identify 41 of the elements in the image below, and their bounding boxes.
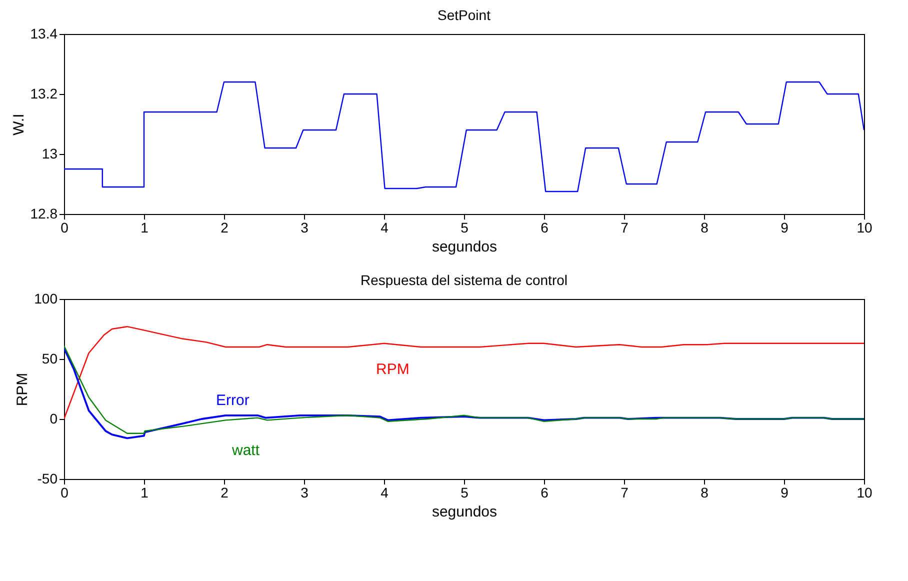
x-tick-label: 7 — [620, 220, 629, 236]
x-tick-label: 4 — [380, 220, 389, 236]
line-series — [64, 326, 864, 420]
x-axis-title: segundos — [432, 504, 498, 520]
x-tick-label: 1 — [140, 220, 149, 236]
x-tick-label: 0 — [60, 220, 69, 236]
y-tick-label: 0 — [50, 410, 58, 426]
x-tick-label: 5 — [460, 220, 469, 236]
series-label: watt — [231, 442, 260, 460]
x-tick-label: 10 — [856, 220, 872, 236]
y-tick-label: 100 — [34, 290, 58, 306]
y-axis-title: W.I — [10, 114, 28, 136]
x-tick-label: 7 — [620, 484, 629, 500]
x-tick-label: 2 — [220, 484, 229, 500]
x-tick-label: 9 — [780, 220, 789, 236]
y-tick-label: 50 — [42, 350, 58, 366]
x-tick-label: 9 — [780, 484, 789, 500]
y-tick-label: 12.8 — [30, 206, 58, 222]
series-label: Error — [216, 392, 250, 409]
y-tick-label: 13 — [42, 146, 58, 162]
x-tick-label: 6 — [540, 484, 549, 500]
x-tick-label: 8 — [700, 220, 709, 236]
x-tick-label: 1 — [140, 484, 149, 500]
series-label: RPM — [376, 361, 410, 378]
y-tick-label: 13.2 — [30, 86, 58, 102]
y-axis-title: RPM — [14, 372, 32, 406]
x-tick-label: 6 — [540, 220, 549, 236]
x-tick-label: 5 — [460, 484, 469, 500]
y-tick-label: 13.4 — [30, 26, 58, 42]
x-tick-label: 2 — [220, 220, 229, 236]
chart-title: SetPoint — [438, 7, 491, 23]
y-tick-label: -50 — [37, 470, 58, 486]
x-tick-label: 0 — [60, 484, 69, 500]
x-tick-label: 3 — [300, 484, 309, 500]
x-tick-label: 3 — [300, 220, 309, 236]
x-tick-label: 4 — [380, 484, 389, 500]
x-tick-label: 8 — [700, 484, 709, 500]
line-series — [64, 81, 864, 192]
chart-title: Respuesta del sistema de control — [360, 272, 568, 288]
x-tick-label: 10 — [856, 484, 872, 500]
x-axis-title: segundos — [432, 238, 498, 256]
